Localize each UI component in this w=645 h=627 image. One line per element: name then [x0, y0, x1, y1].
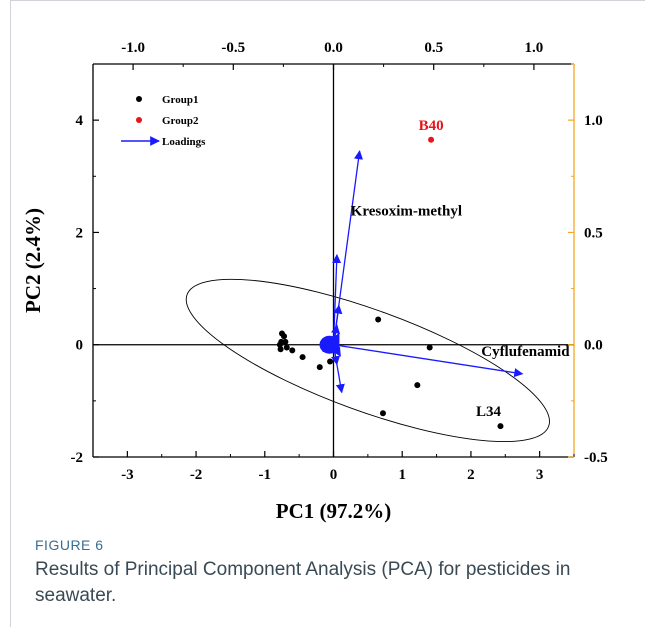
top-tick-label: 1.0: [525, 40, 544, 56]
legend-label: Loadings: [162, 136, 206, 148]
point-group1: [283, 344, 290, 351]
x-tick-label: 3: [536, 467, 544, 483]
loading-arrow: [331, 332, 340, 346]
y-tick-label: -2: [71, 450, 84, 466]
legend-marker: [136, 117, 142, 123]
point-group1: [277, 346, 284, 353]
legend-marker: [136, 96, 142, 102]
point-group1: [379, 410, 386, 417]
top-tick-label: 0.0: [324, 40, 343, 56]
pca-chart: -3 -2 -1 0 1 2 3 -2 0 2 4 -1.0 -0.5 0.0 0.5 1.0 -0.5 0.0 0…: [21, 40, 608, 523]
loading-arrow: [333, 344, 524, 378]
right-tick-label: -0.5: [584, 450, 608, 466]
y-tick-label: 4: [76, 113, 84, 129]
point-label: B40: [419, 118, 444, 134]
x-tick-label: -2: [190, 467, 203, 483]
top-tick-label: 0.5: [424, 40, 443, 56]
legend-label: Group1: [162, 94, 198, 106]
x-tick-label: -1: [259, 467, 272, 483]
point-group1: [375, 316, 382, 323]
x-tick-label: 0: [330, 467, 338, 483]
point-group1: [289, 347, 296, 354]
figure-caption: Results of Principal Component Analysis …: [35, 559, 571, 606]
figure-label: FIGURE 6: [35, 537, 104, 553]
figure-frame: [10, 0, 645, 627]
x-axis-title: PC1 (97.2%): [276, 499, 391, 523]
loading-label: Kresoxim-methyl: [351, 204, 462, 220]
confidence-ellipse: [185, 278, 550, 443]
loading-arrow: [322, 343, 334, 352]
point-group1: [327, 358, 334, 365]
loading-arrow: [332, 344, 341, 357]
point-group1: [426, 344, 433, 351]
point-group1: [281, 333, 288, 340]
x-tick-label: -3: [121, 467, 134, 483]
top-tick-label: -1.0: [121, 40, 145, 56]
right-tick-label: 1.0: [584, 113, 603, 129]
point-group1: [282, 338, 289, 345]
x-tick-label: 2: [467, 467, 475, 483]
right-tick-label: 0.0: [584, 338, 603, 354]
right-tick-label: 0.5: [584, 225, 603, 241]
point-group1: [414, 382, 421, 389]
y-axis-title: PC2 (2.4%): [21, 208, 45, 313]
point-group1: [316, 364, 323, 371]
top-tick-label: -0.5: [221, 40, 245, 56]
point-group2: [428, 136, 435, 143]
point-group1: [299, 354, 306, 361]
point-group1: [497, 423, 504, 430]
y-tick-label: 2: [76, 225, 84, 241]
legend-label: Group2: [162, 115, 199, 127]
y-tick-label: 0: [76, 338, 84, 354]
x-tick-label: 1: [398, 467, 406, 483]
point-label: L34: [476, 404, 502, 420]
loading-label: Cyflufenamid: [481, 344, 570, 360]
loading-arrow: [331, 344, 341, 366]
point-group1: [276, 341, 283, 348]
